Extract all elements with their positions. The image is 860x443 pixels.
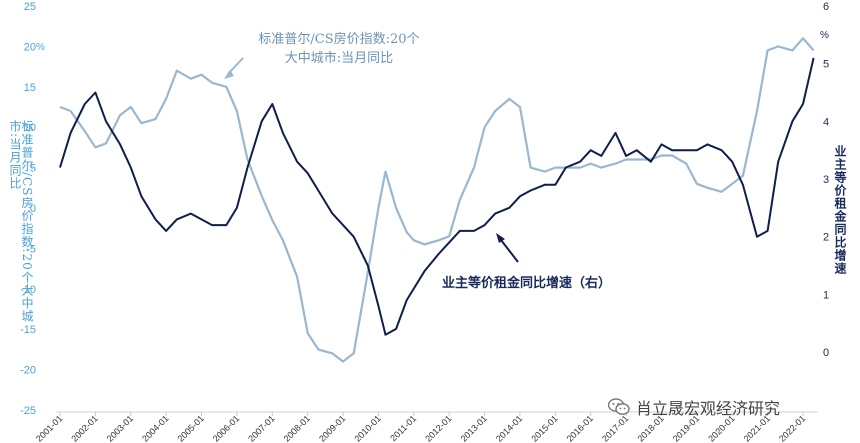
right-tick-label: 5 [823,59,829,71]
x-tick-label: 2001-01 [34,413,64,443]
annotation-house-price-line2: 大中城市:当月同比 [284,51,394,66]
left-tick-label: -15 [20,324,36,336]
watermark-text: 肖立晟宏观经济研究 [636,399,781,418]
series-lines [59,37,815,363]
right-tick-label: 4 [823,116,829,128]
house-price-index-line [59,37,815,363]
left-tick-label: 20 [24,41,36,53]
left-axis-title: 标准普尔/CS房价指数:20个大中城市:当月同比 [9,120,33,323]
right-tick-label: 0 [823,347,829,359]
left-tick-label: -25 [20,405,36,417]
x-tick-label: 2008-01 [282,413,312,443]
annotation-house-price-index: 标准普尔/CS房价指数:20个 大中城市:当月同比 [244,30,434,68]
annotation-house-price-line1: 标准普尔/CS房价指数:20个 [258,32,420,47]
watermark: 肖立晟宏观经济研究 [608,394,780,420]
left-axis-ticks: 25 20 15 10 5 0 -5 -10 -15 -20 -25 [20,1,36,417]
right-axis-title: 业主等价租金同比增速 [833,145,847,275]
left-tick-label: 10 [24,122,36,134]
x-tick-label: 2016-01 [565,413,595,443]
x-tick-label: 2006-01 [211,413,241,443]
right-tick-label: 1 [823,289,829,301]
right-tick-label: 3 [823,174,829,186]
x-tick-label: 2014-01 [494,413,524,443]
x-tick-label: 2003-01 [105,413,135,443]
right-tick-label: 2 [823,232,829,244]
x-tick-label: 2007-01 [246,413,276,443]
left-tick-label: 5 [30,163,36,175]
x-tick-label: 2013-01 [459,413,489,443]
wechat-icon [608,398,630,415]
x-tick-label: 2011-01 [388,413,418,443]
left-tick-label: -5 [26,243,36,255]
left-axis-unit: % [36,42,45,53]
x-tick-label: 2004-01 [140,413,170,443]
x-tick-label: 2010-01 [352,413,382,443]
right-tick-label: 6 [823,1,829,13]
oer-rent-line [59,57,815,336]
x-tick-label: 2002-01 [69,413,99,443]
annotation-oer-rent: 业主等价租金同比增速（右） [442,276,612,291]
left-tick-label: -10 [20,284,36,296]
right-axis-ticks: 6 5 4 3 2 1 0 [823,1,829,359]
annotation-arrow-dark [496,233,519,263]
x-tick-label: 2012-01 [423,413,453,443]
left-tick-label: -20 [20,365,36,377]
left-tick-label: 25 [24,1,36,13]
x-tick-label: 2009-01 [317,413,347,443]
x-tick-label: 2015-01 [529,413,559,443]
left-tick-label: 15 [24,82,36,94]
right-axis-unit: % [820,30,829,41]
x-tick-label: 2005-01 [176,413,206,443]
left-tick-label: 0 [30,203,36,215]
annotation-arrow-light [224,57,244,79]
x-tick-label: 2022-01 [777,413,807,443]
